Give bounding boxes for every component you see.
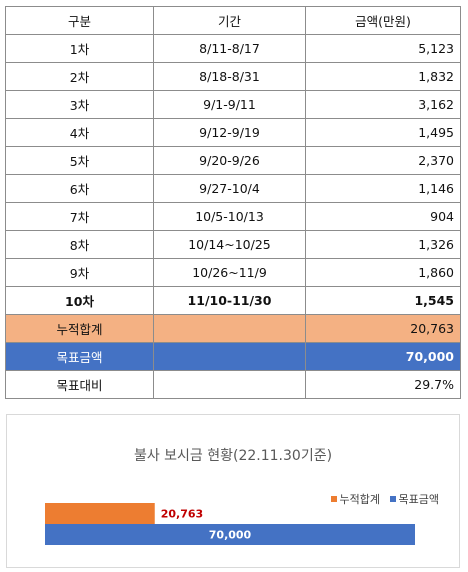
table-row: 3차 9/1-9/11 3,162 — [5, 90, 461, 119]
row-label: 3차 — [5, 90, 154, 119]
table-row: 4차 9/12-9/19 1,495 — [5, 118, 461, 147]
bar-value-label: 70,000 — [209, 529, 252, 542]
row-amount: 1,495 — [305, 118, 461, 147]
table-row: 1차 8/11-8/17 5,123 — [5, 34, 461, 63]
chart-area: 불사 보시금 현황(22.11.30기준) 누적합계 목표금액 20,763 70… — [6, 414, 460, 568]
legend-swatch — [389, 496, 396, 502]
row-amount: 2,370 — [305, 146, 461, 175]
row-amount: 1,545 — [305, 286, 461, 315]
chart-legend: 누적합계 목표금액 — [325, 491, 439, 507]
cumulative-period-empty — [153, 314, 306, 343]
table-row: 8차 10/14~10/25 1,326 — [5, 230, 461, 259]
row-period: 8/11-8/17 — [153, 34, 306, 63]
cumulative-row: 누적합계 20,763 — [5, 314, 461, 343]
bar-value-label: 20,763 — [161, 508, 203, 521]
legend-label: 목표금액 — [398, 493, 439, 506]
bar-target — [45, 524, 415, 545]
row-amount: 904 — [305, 202, 461, 231]
ratio-amount: 29.7% — [305, 370, 461, 399]
table-row: 6차 9/27-10/4 1,146 — [5, 174, 461, 203]
row-amount: 5,123 — [305, 34, 461, 63]
row-period: 10/14~10/25 — [153, 230, 306, 259]
row-period: 8/18-8/31 — [153, 62, 306, 91]
header-category: 구분 — [5, 6, 154, 35]
header-period: 기간 — [153, 6, 306, 35]
table-row: 10차 11/10-11/30 1,545 — [5, 286, 461, 315]
row-amount: 1,832 — [305, 62, 461, 91]
row-period: 10/26~11/9 — [153, 258, 306, 287]
donation-table: 구분 기간 금액(만원) 1차 8/11-8/17 5,123 2차 8/18-… — [5, 6, 461, 399]
target-period-empty — [153, 342, 306, 371]
row-label: 1차 — [5, 34, 154, 63]
target-label: 목표금액 — [5, 342, 154, 371]
row-label: 2차 — [5, 62, 154, 91]
row-period: 9/20-9/26 — [153, 146, 306, 175]
ratio-row: 목표대비 29.7% — [5, 370, 461, 399]
row-label: 4차 — [5, 118, 154, 147]
ratio-label: 목표대비 — [5, 370, 154, 399]
ratio-period-empty — [153, 370, 306, 399]
row-period: 11/10-11/30 — [153, 286, 306, 315]
row-label: 10차 — [5, 286, 154, 315]
row-period: 9/1-9/11 — [153, 90, 306, 119]
row-amount: 1,326 — [305, 230, 461, 259]
row-label: 8차 — [5, 230, 154, 259]
row-label: 7차 — [5, 202, 154, 231]
bar-cumulative — [45, 503, 155, 524]
table-row: 9차 10/26~11/9 1,860 — [5, 258, 461, 287]
row-label: 6차 — [5, 174, 154, 203]
legend-item: 누적합계 — [330, 491, 381, 507]
row-amount: 1,860 — [305, 258, 461, 287]
legend-swatch — [330, 496, 337, 502]
table-row: 2차 8/18-8/31 1,832 — [5, 62, 461, 91]
chart-plot: 20,763 70,000 — [45, 503, 415, 545]
row-period: 9/12-9/19 — [153, 118, 306, 147]
cumulative-label: 누적합계 — [5, 314, 154, 343]
legend-label: 누적합계 — [339, 493, 381, 506]
row-amount: 1,146 — [305, 174, 461, 203]
row-label: 5차 — [5, 146, 154, 175]
chart-title: 불사 보시금 현황(22.11.30기준) — [133, 448, 333, 464]
row-period: 10/5-10/13 — [153, 202, 306, 231]
target-amount: 70,000 — [305, 342, 461, 371]
cumulative-amount: 20,763 — [305, 314, 461, 343]
table-row: 5차 9/20-9/26 2,370 — [5, 146, 461, 175]
row-period: 9/27-10/4 — [153, 174, 306, 203]
table-row: 7차 10/5-10/13 904 — [5, 202, 461, 231]
table-header-row: 구분 기간 금액(만원) — [5, 6, 461, 35]
row-label: 9차 — [5, 258, 154, 287]
table-body: 1차 8/11-8/17 5,123 2차 8/18-8/31 1,832 3차… — [5, 34, 461, 399]
legend-item: 목표금액 — [389, 491, 439, 507]
target-row: 목표금액 70,000 — [5, 342, 461, 371]
row-amount: 3,162 — [305, 90, 461, 119]
header-amount: 금액(만원) — [305, 6, 461, 35]
